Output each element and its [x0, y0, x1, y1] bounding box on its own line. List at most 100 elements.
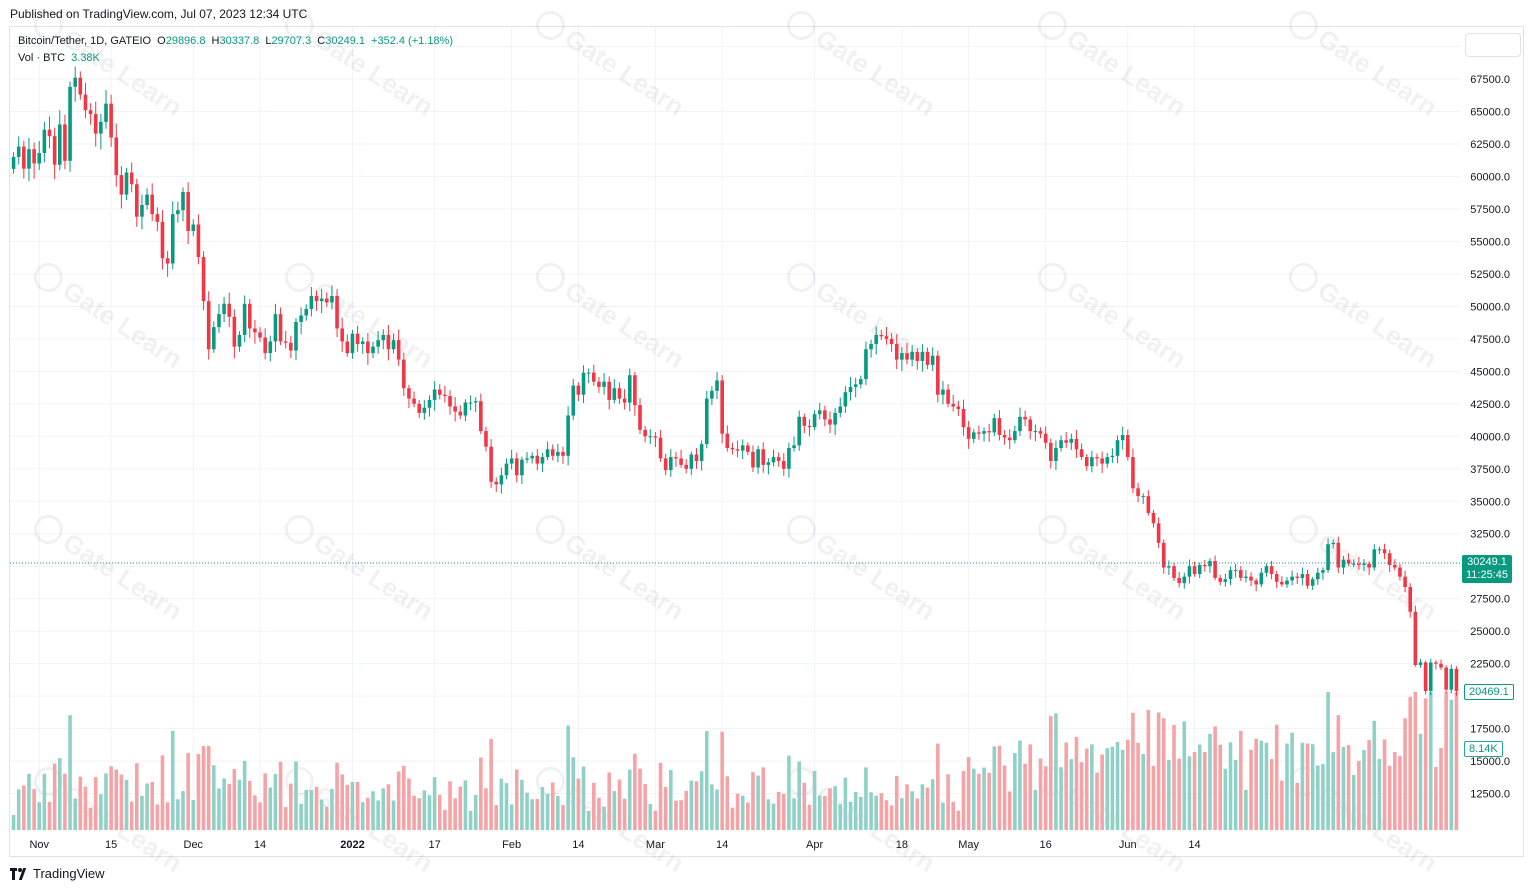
candle-body [124, 172, 129, 195]
volume-bar [694, 781, 699, 830]
volume-bar [176, 799, 180, 830]
candle-body [494, 481, 499, 485]
candle-body [1141, 496, 1146, 498]
candle-body [27, 149, 31, 169]
candle-body [160, 221, 165, 259]
volume-bar [1315, 765, 1320, 830]
volume-bar [1372, 720, 1377, 830]
candle-body [340, 328, 344, 342]
candle-body [371, 346, 375, 354]
candle-body [828, 419, 832, 425]
volume-bar [1146, 709, 1151, 830]
volume-bar [104, 773, 108, 830]
y-tick-label: 55000.0 [1470, 236, 1510, 248]
candle-body [1377, 549, 1382, 551]
candle-body [57, 124, 62, 165]
candle-body [1110, 455, 1115, 458]
watermark-text: Gate Learn [1062, 275, 1192, 374]
volume-bar [1043, 766, 1048, 830]
volume-bar [1120, 749, 1125, 830]
candle-body [966, 427, 971, 439]
volume-bar [1064, 742, 1068, 830]
volume-bar [956, 810, 961, 830]
volume-bar [1295, 782, 1300, 830]
candle-body [1115, 440, 1120, 456]
scale-settings-button[interactable] [1465, 33, 1521, 57]
volume-bar [1428, 692, 1433, 830]
candle-body [1305, 574, 1310, 586]
volume-bar [345, 784, 350, 830]
volume-bar [52, 763, 57, 830]
footer-brand[interactable]: TradingView [10, 866, 105, 881]
watermark-logo [786, 514, 816, 544]
volume-bar [232, 768, 237, 830]
candle-body [556, 451, 560, 456]
candle-body [1213, 561, 1217, 578]
candle-body [1120, 434, 1125, 441]
volume-bar [1074, 736, 1079, 830]
volume-bar [1161, 718, 1166, 830]
volume-bar [222, 778, 226, 830]
volume-bar [869, 792, 873, 830]
volume-bar [1115, 741, 1120, 830]
candle-body [232, 316, 237, 347]
candle-body [1126, 434, 1130, 458]
candle-body [237, 334, 242, 347]
candle-body [206, 301, 211, 350]
candle-body [669, 457, 673, 471]
volume-label[interactable]: Vol · BTC [18, 52, 66, 64]
volume-bar [376, 800, 380, 830]
price-axis: 12500.015000.017500.020000.022500.025000… [1470, 41, 1510, 800]
candle-body [864, 349, 868, 380]
volume-bar [463, 780, 468, 830]
candle-body [1064, 440, 1068, 443]
watermark: Gate Learn [1288, 262, 1443, 374]
candle-body [489, 446, 493, 482]
volume-bar [509, 804, 514, 830]
watermark: Gate Learn [1037, 10, 1192, 122]
candle-body [1233, 570, 1238, 572]
candle-body [715, 380, 719, 391]
candle-body [227, 303, 232, 317]
volume-bar [355, 781, 360, 830]
candle-body [1038, 431, 1043, 434]
candle-body [335, 295, 339, 329]
candle-body [247, 303, 252, 329]
candle-body [602, 381, 606, 387]
volume-bar [1238, 730, 1243, 830]
candle-body [761, 449, 766, 465]
volume-bar [227, 784, 232, 830]
volume-bar [63, 773, 67, 830]
y-tick-label: 22500.0 [1470, 659, 1510, 671]
candle-body [853, 384, 858, 387]
x-tick-label: 16 [1040, 839, 1052, 851]
volume-bar [1439, 748, 1443, 830]
candlesticks [11, 66, 1459, 696]
volume-bar [258, 802, 262, 830]
volume-bar [381, 788, 386, 830]
candle-body [612, 388, 617, 400]
candle-body [694, 454, 699, 461]
candle-body [571, 385, 576, 416]
volume-bar [571, 757, 576, 830]
candle-body [1002, 434, 1007, 438]
y-tick-label: 17500.0 [1470, 724, 1510, 736]
volume-bar [22, 785, 26, 830]
candle-body [1018, 416, 1022, 432]
volume-bar [643, 783, 647, 830]
watermark-logo [786, 10, 816, 40]
volume-bar [186, 753, 190, 830]
volume-bar [561, 805, 565, 830]
y-tick-label: 52500.0 [1470, 269, 1510, 281]
candle-body [905, 353, 909, 360]
volume-bar [612, 791, 617, 830]
volume-bar [1084, 748, 1089, 830]
volume-bar [704, 731, 709, 830]
candle-body [93, 114, 98, 134]
symbol-label[interactable]: Bitcoin/Tether, 1D, GATEIO [18, 35, 152, 47]
volume-bar [1213, 726, 1217, 830]
volume-bar [37, 802, 42, 830]
bar-countdown: 11:25:45 [1466, 569, 1509, 581]
volume-bar [1172, 725, 1176, 830]
